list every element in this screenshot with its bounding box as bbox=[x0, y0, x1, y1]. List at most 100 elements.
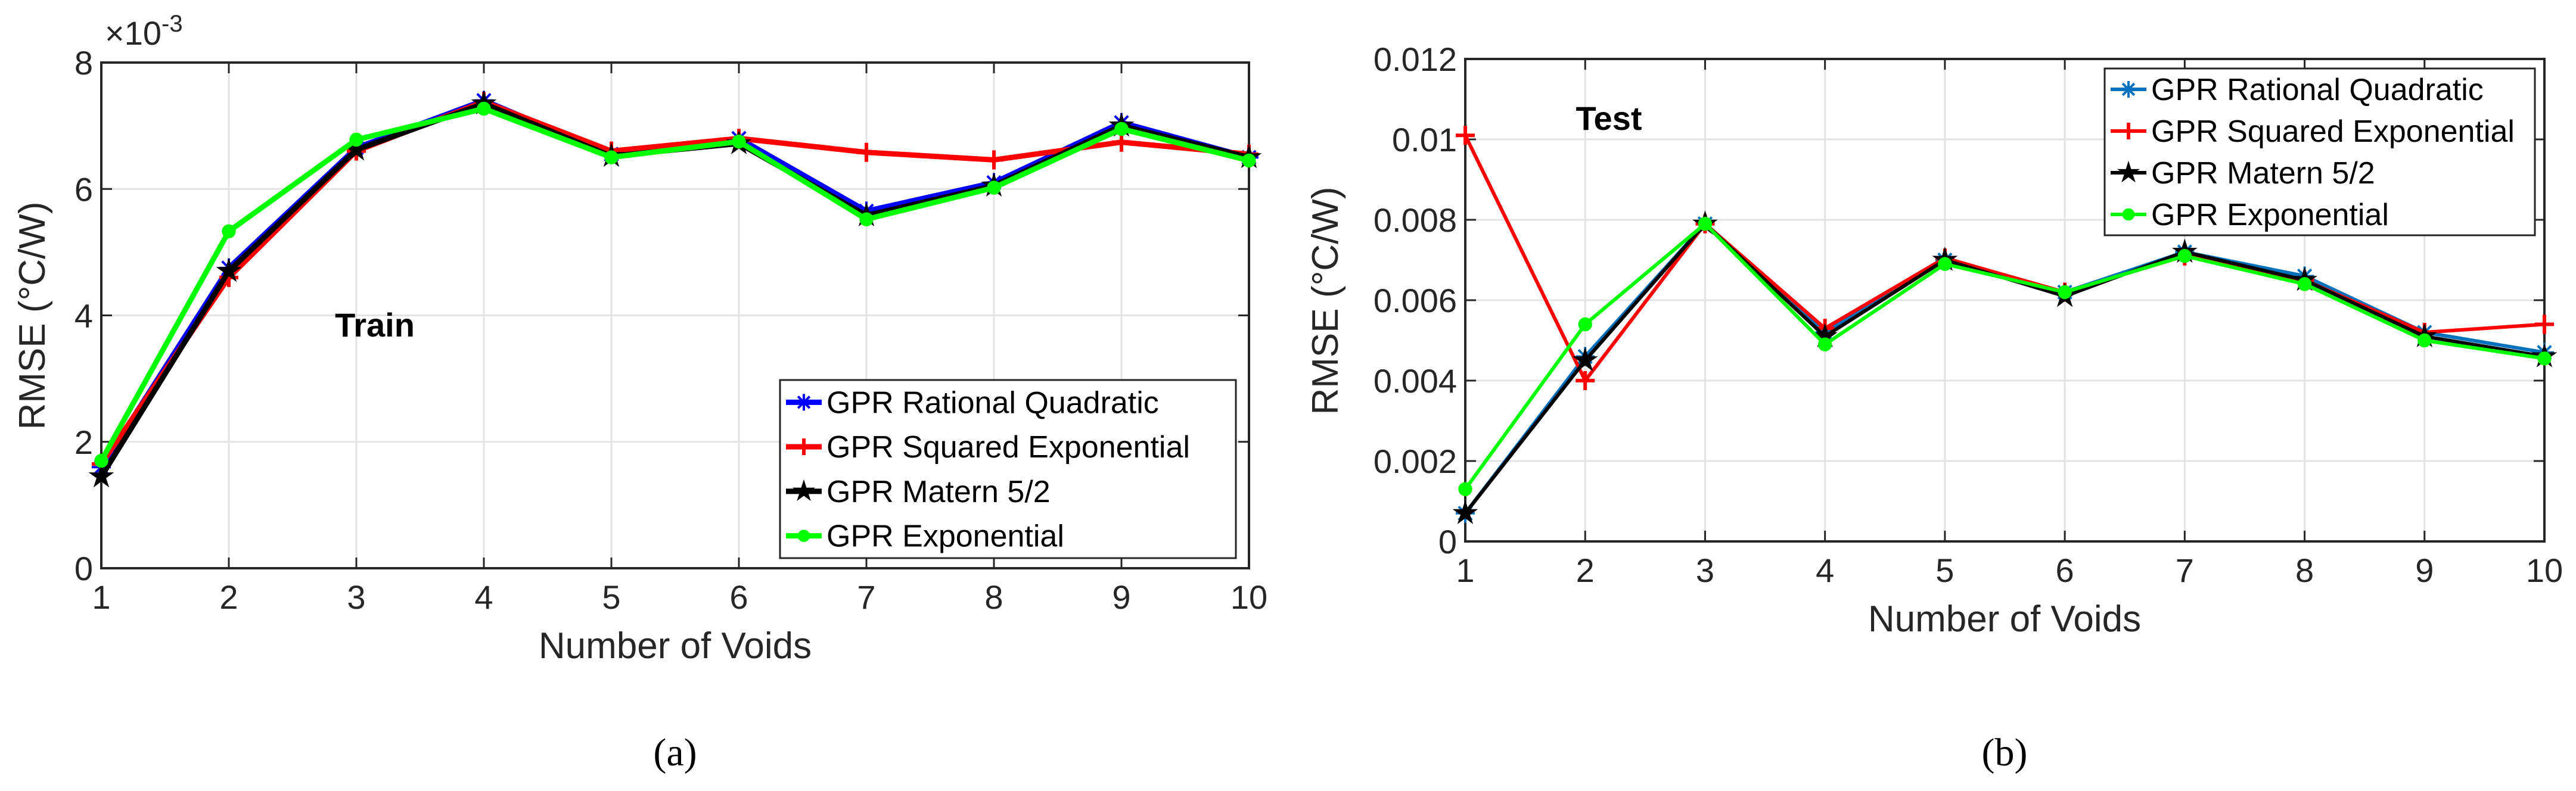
legend-marker-icon bbox=[796, 438, 812, 456]
legend-label: GPR Exponential bbox=[2151, 198, 2389, 232]
legend-label: GPR Matern 5/2 bbox=[826, 475, 1051, 509]
x-tick-label: 2 bbox=[1576, 552, 1595, 589]
x-tick-label: 2 bbox=[219, 578, 238, 616]
data-point bbox=[1456, 126, 1475, 145]
legend-item: GPR Rational Quadratic bbox=[2111, 73, 2484, 107]
data-point bbox=[349, 132, 363, 147]
x-tick-label: 3 bbox=[347, 578, 365, 616]
data-point bbox=[88, 463, 114, 488]
panel-annotation: Test bbox=[1576, 99, 1642, 137]
panel-caption: (a) bbox=[653, 731, 697, 774]
y-tick-label: 8 bbox=[74, 44, 93, 82]
data-point bbox=[2177, 249, 2192, 263]
legend-marker-icon bbox=[2120, 81, 2137, 98]
data-point bbox=[1817, 337, 1832, 351]
y-tick-label: 4 bbox=[74, 297, 93, 335]
legend-label: GPR Rational Quadratic bbox=[2151, 73, 2484, 107]
legend-item: GPR Rational Quadratic bbox=[786, 385, 1159, 420]
x-tick-label: 9 bbox=[1112, 578, 1130, 616]
data-point bbox=[984, 150, 1003, 170]
x-tick-label: 8 bbox=[2295, 552, 2314, 589]
data-point bbox=[1578, 317, 1592, 332]
panel-caption: (b) bbox=[1982, 731, 2028, 774]
legend: GPR Rational Quadratic GPR Squared Expone… bbox=[2103, 67, 2536, 236]
series-line bbox=[99, 99, 1250, 466]
x-tick-label: 6 bbox=[729, 578, 748, 616]
x-axis-label: Number of Voids bbox=[1868, 599, 2141, 640]
axes-box bbox=[100, 61, 1250, 569]
data-point bbox=[222, 224, 236, 239]
y-tick-label: 0.008 bbox=[1374, 201, 1457, 239]
data-point bbox=[1242, 153, 1256, 168]
series-gpr-exponential bbox=[1458, 217, 2552, 496]
legend-item: GPR Exponential bbox=[2111, 198, 2389, 232]
y-tick-label: 0.002 bbox=[1374, 443, 1457, 480]
legend-item: GPR Exponential bbox=[786, 519, 1064, 554]
y-tick-label: 0.01 bbox=[1392, 121, 1457, 158]
x-tick-label: 4 bbox=[1816, 552, 1834, 589]
legend-marker-icon bbox=[797, 530, 810, 542]
x-tick-label: 6 bbox=[2056, 552, 2074, 589]
x-tick-label: 5 bbox=[1935, 552, 1954, 589]
legend-item: GPR Squared Exponential bbox=[786, 430, 1190, 465]
data-point bbox=[2417, 333, 2432, 348]
data-point bbox=[216, 257, 242, 282]
data-point bbox=[2058, 285, 2072, 300]
y-tick-label: 2 bbox=[74, 423, 93, 461]
y-exponent-power: -3 bbox=[161, 11, 183, 37]
legend-label: GPR Exponential bbox=[826, 519, 1064, 554]
data-point bbox=[604, 150, 619, 164]
data-point bbox=[987, 180, 1001, 195]
y-tick-label: 0 bbox=[74, 550, 93, 587]
data-point bbox=[1576, 371, 1595, 390]
data-point bbox=[1458, 482, 1472, 496]
panel-annotation: Train bbox=[335, 306, 415, 344]
x-tick-label: 5 bbox=[602, 578, 620, 616]
axes-box bbox=[1464, 58, 2546, 543]
legend-marker-icon bbox=[796, 394, 812, 411]
series-line bbox=[1463, 134, 2545, 382]
data-point bbox=[1572, 347, 1598, 372]
data-point bbox=[859, 212, 874, 226]
series-gpr-exponential bbox=[94, 101, 1256, 468]
y-tick-label: 0.012 bbox=[1374, 41, 1457, 78]
data-point bbox=[2537, 351, 2552, 366]
x-tick-label: 3 bbox=[1696, 552, 1714, 589]
series-line bbox=[99, 105, 1250, 462]
legend-item: GPR Squared Exponential bbox=[2111, 114, 2515, 149]
x-tick-label: 10 bbox=[2526, 552, 2563, 589]
data-point bbox=[1698, 217, 1713, 231]
y-axis-label: RMSE (°C/W) bbox=[12, 202, 53, 430]
y-tick-label: 0 bbox=[1438, 523, 1457, 560]
x-tick-label: 4 bbox=[474, 578, 493, 616]
series-line bbox=[1463, 222, 2545, 491]
y-exponent-label: ×10-3 bbox=[105, 11, 183, 52]
x-tick-label: 9 bbox=[2415, 552, 2434, 589]
y-tick-label: 0.004 bbox=[1374, 362, 1457, 400]
x-tick-label: 1 bbox=[92, 578, 110, 616]
legend-item: GPR Matern 5/2 bbox=[786, 475, 1051, 509]
data-point bbox=[477, 101, 491, 116]
x-tick-label: 10 bbox=[1230, 578, 1267, 616]
legend-label: GPR Squared Exponential bbox=[826, 430, 1190, 465]
data-point bbox=[2535, 314, 2554, 334]
legend-box bbox=[2103, 67, 2536, 236]
legend: GPR Rational Quadratic GPR Squared Expone… bbox=[779, 379, 1237, 559]
x-tick-label: 1 bbox=[1456, 552, 1474, 589]
data-point bbox=[857, 142, 876, 162]
data-point bbox=[2297, 277, 2312, 291]
legend-marker-icon bbox=[2122, 208, 2135, 221]
legend-marker-icon bbox=[2120, 123, 2137, 139]
y-exponent-base: ×10 bbox=[105, 14, 161, 52]
x-tick-label: 7 bbox=[2176, 552, 2194, 589]
legend-box bbox=[779, 379, 1237, 559]
legend-item: GPR Matern 5/2 bbox=[2111, 156, 2375, 191]
legend-label: GPR Rational Quadratic bbox=[826, 385, 1159, 420]
y-tick-label: 6 bbox=[74, 170, 93, 208]
data-point bbox=[732, 134, 746, 149]
data-point bbox=[94, 453, 108, 468]
data-point bbox=[1452, 500, 1478, 524]
legend-label: GPR Squared Exponential bbox=[2151, 114, 2515, 149]
chart-panel-2: 1 2 3 4 5 6 7 8 9 10 0 0.002 0.004 0.006 0.008 0.01 0.01… bbox=[1305, 41, 2563, 774]
